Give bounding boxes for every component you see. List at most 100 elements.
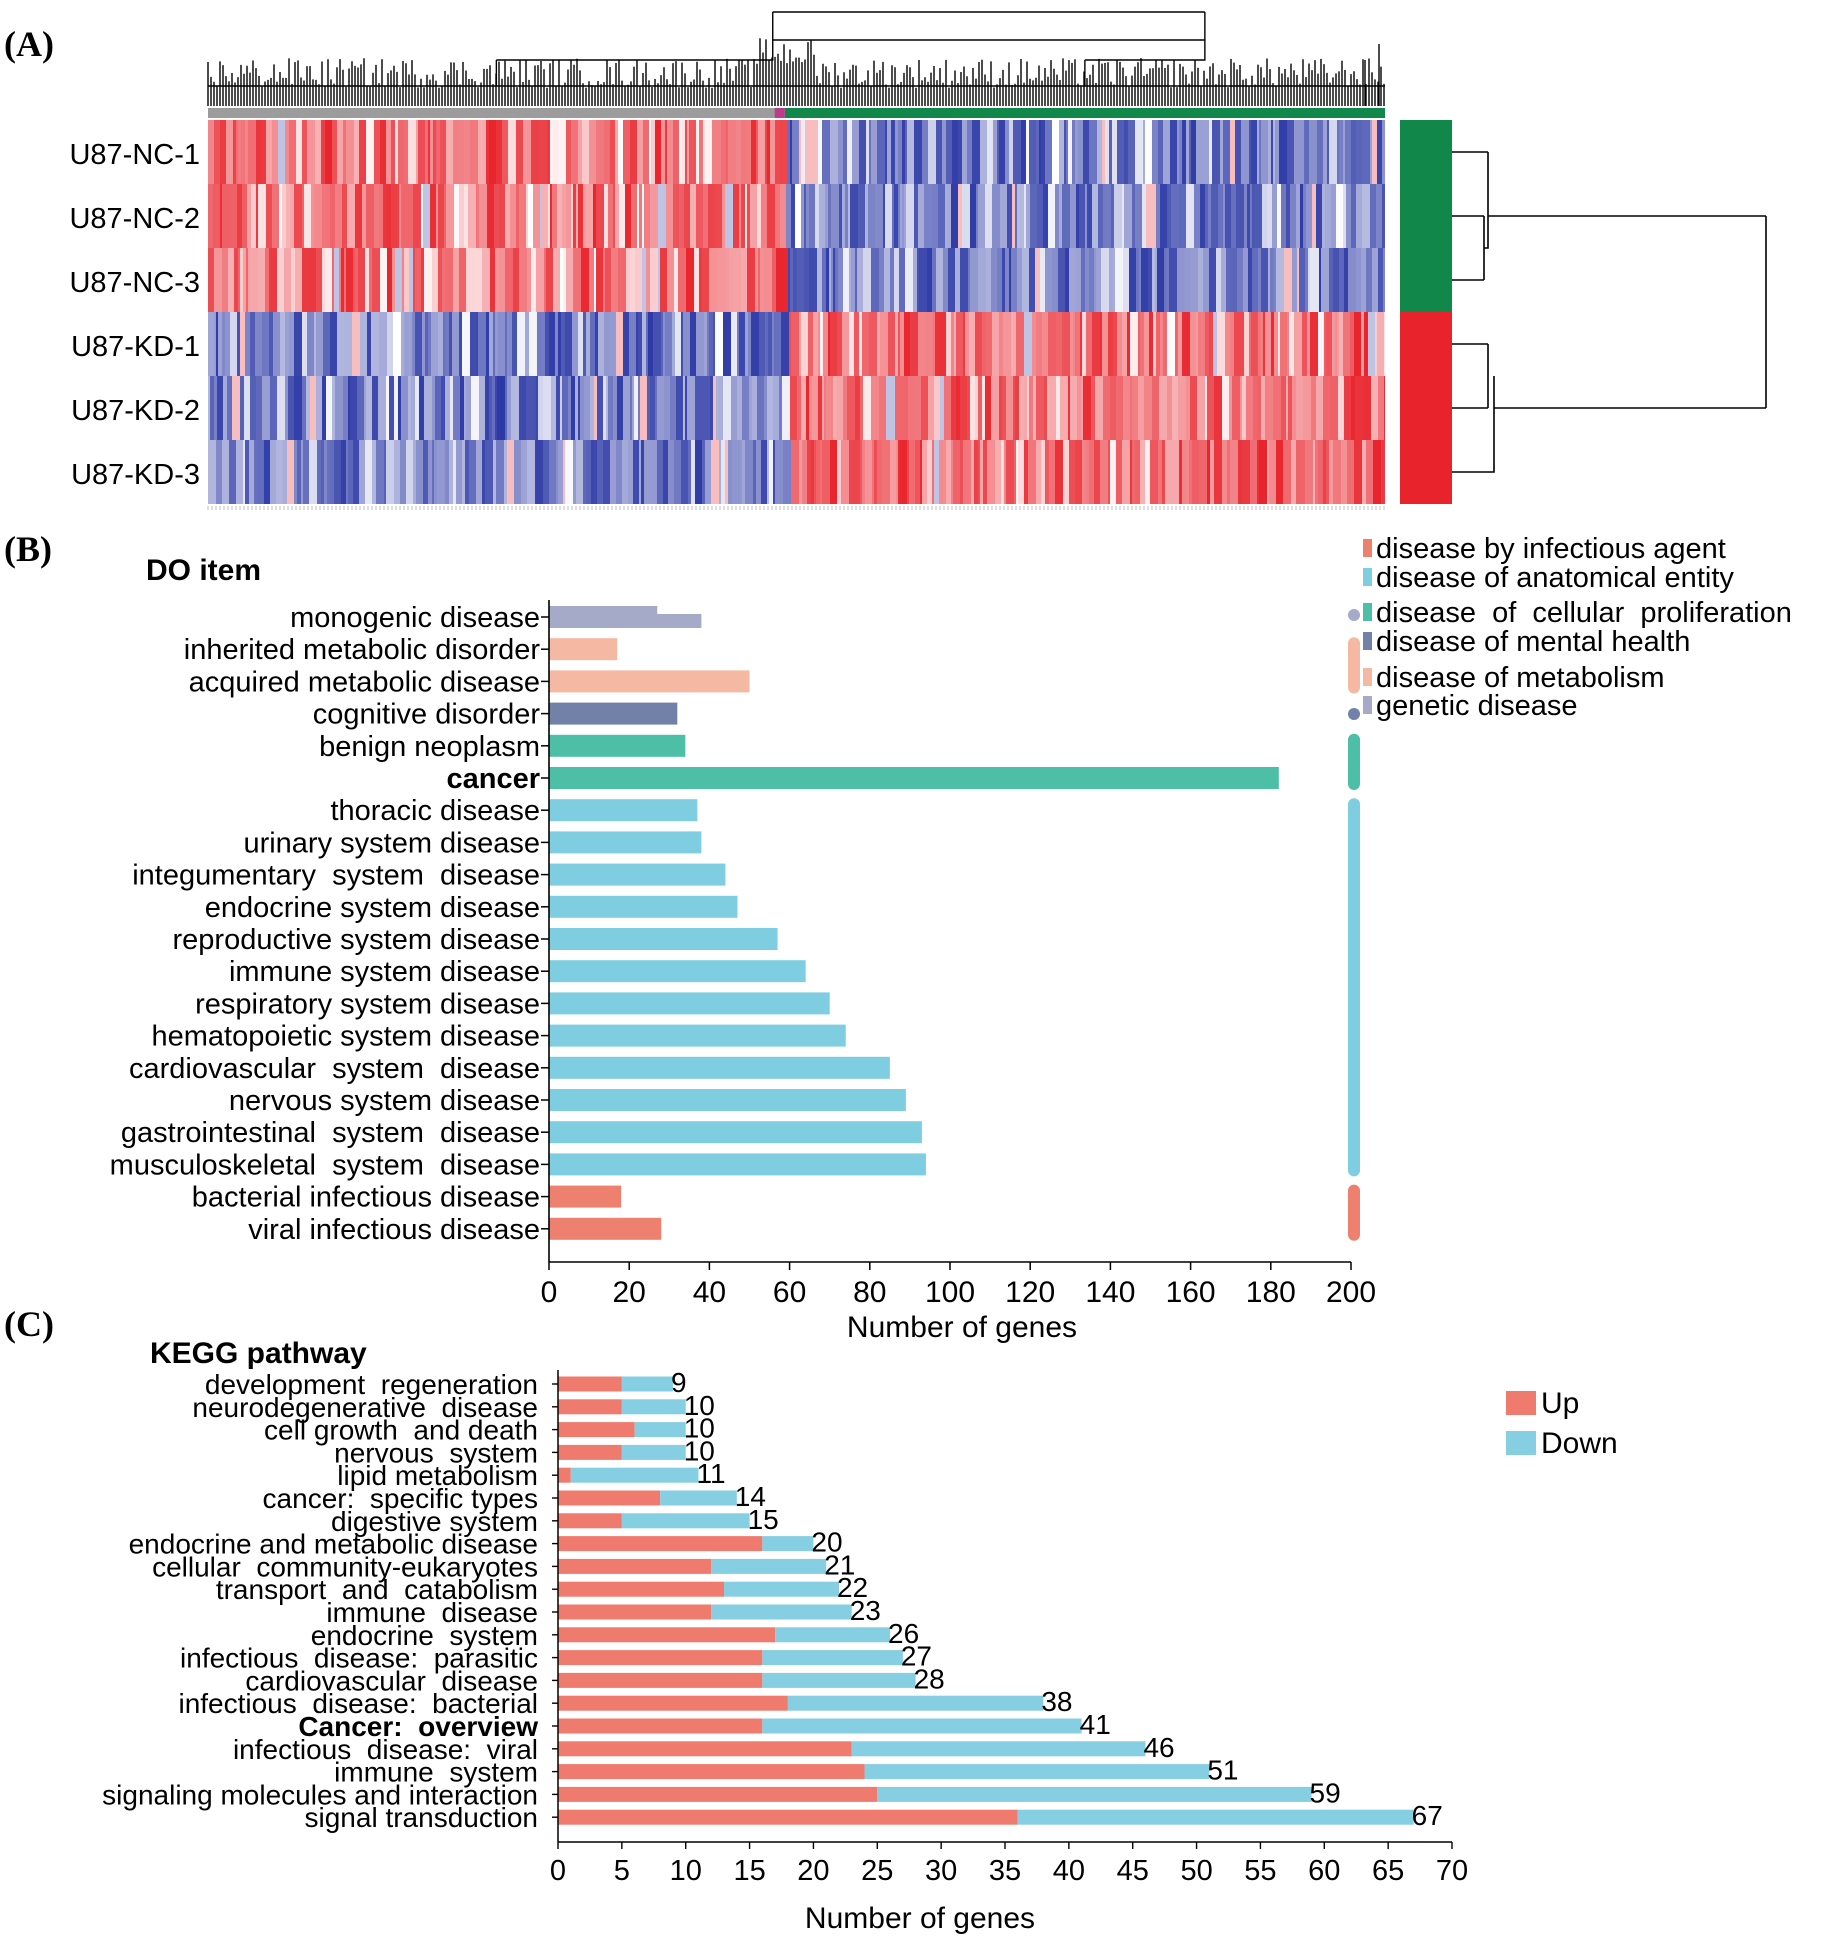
heatmap-cell <box>843 120 848 184</box>
kegg-category-label: immune system <box>334 1757 538 1788</box>
heatmap-cell <box>811 440 815 504</box>
heatmap-cell <box>1070 376 1078 440</box>
heatmap-cell <box>546 248 554 312</box>
heatmap-cell <box>690 312 697 376</box>
heatmap-cell <box>934 376 941 440</box>
kegg-category-label: nervous system <box>334 1437 538 1468</box>
heatmap-cell <box>978 376 983 440</box>
heatmap-cell <box>1306 184 1313 248</box>
heatmap-cell <box>1231 248 1238 312</box>
heatmap-cell <box>1205 312 1210 376</box>
heatmap-cell <box>770 120 776 184</box>
heatmap-cell <box>887 120 892 184</box>
heatmap-cell <box>780 184 787 248</box>
heatmap-cell <box>1075 248 1082 312</box>
heatmap-cell <box>214 248 223 312</box>
heatmap-cell <box>868 184 876 248</box>
heatmap-cell <box>1059 120 1065 184</box>
heatmap-cell <box>250 248 259 312</box>
kegg-bar-down <box>711 1604 852 1620</box>
panel-label-b: (B) <box>4 529 52 569</box>
heatmap-cell <box>1271 120 1274 184</box>
heatmap-cell <box>826 376 832 440</box>
kegg-bar-down <box>621 1399 686 1415</box>
do-bar <box>549 895 738 918</box>
heatmap-cell <box>914 120 923 184</box>
kegg-bar-down <box>724 1581 839 1597</box>
heatmap-cell <box>625 184 632 248</box>
heatmap-cell <box>1128 120 1136 184</box>
heatmap-cell <box>809 248 818 312</box>
heatmap-cell <box>424 248 433 312</box>
heatmap-cell <box>845 184 849 248</box>
heatmap-cell <box>963 440 972 504</box>
heatmap-cell <box>1164 248 1167 312</box>
heatmap-cell <box>548 184 551 248</box>
heatmap-cell <box>1013 120 1022 184</box>
heatmap-cell <box>512 312 518 376</box>
heatmap-cell <box>586 184 594 248</box>
heatmap-cell <box>758 248 761 312</box>
heatmap-cell <box>1292 376 1297 440</box>
heatmap-cell <box>406 440 414 504</box>
heatmap-cell <box>1212 248 1217 312</box>
heatmap-cell <box>490 248 496 312</box>
heatmap-cell <box>1351 376 1356 440</box>
heatmap-cell <box>849 248 852 312</box>
heatmap-cell <box>650 184 659 248</box>
kegg-x-tick-label: 50 <box>1180 1855 1212 1887</box>
heatmap-cell <box>1327 120 1330 184</box>
heatmap-cell <box>830 120 839 184</box>
heatmap-cell <box>1253 376 1258 440</box>
heatmap-row-label: U87-NC-1 <box>69 139 200 171</box>
heatmap-cell <box>596 184 605 248</box>
heatmap-cell <box>220 120 227 184</box>
heatmap-cell <box>626 248 631 312</box>
heatmap-cell <box>898 440 901 504</box>
heatmap-cell <box>1167 376 1173 440</box>
heatmap-cell <box>553 248 561 312</box>
heatmap-cell <box>1223 120 1231 184</box>
heatmap-cell <box>731 376 738 440</box>
heatmap-cell <box>1059 184 1063 248</box>
heatmap-cell <box>364 376 367 440</box>
heatmap-cell <box>689 120 697 184</box>
heatmap-cell <box>367 312 372 376</box>
heatmap-cell <box>1078 120 1084 184</box>
heatmap-cell <box>566 248 574 312</box>
heatmap-cell <box>332 376 336 440</box>
heatmap-cell <box>951 184 959 248</box>
heatmap-cell <box>216 312 219 376</box>
heatmap-cell <box>505 184 511 248</box>
heatmap-cell <box>679 184 685 248</box>
heatmap-cell <box>855 376 861 440</box>
heatmap-cell <box>498 312 506 376</box>
heatmap-cell <box>519 376 527 440</box>
do-legend-label: disease of metabolism <box>1376 662 1665 694</box>
heatmap-cell <box>478 120 487 184</box>
do-class-anatomical <box>1348 798 1360 1177</box>
heatmap-cell <box>583 184 587 248</box>
heatmap-cell <box>789 312 792 376</box>
heatmap-cell <box>1100 312 1103 376</box>
heatmap-cell <box>529 312 538 376</box>
heatmap-cell <box>1258 248 1262 312</box>
heatmap-cell <box>831 376 834 440</box>
heatmap-cell <box>1196 120 1204 184</box>
heatmap-cell <box>1343 312 1351 376</box>
kegg-bar-up <box>558 1490 661 1506</box>
heatmap-cell <box>986 312 993 376</box>
heatmap-cell <box>1209 120 1213 184</box>
heatmap-cell <box>1364 312 1369 376</box>
kegg-category-label: infectious disease: parasitic <box>180 1643 538 1674</box>
heatmap-cell <box>1068 120 1073 184</box>
heatmap-cell <box>573 440 577 504</box>
heatmap-cell <box>849 440 854 504</box>
heatmap-cell <box>812 376 819 440</box>
heatmap-cell <box>1017 184 1020 248</box>
heatmap-cell <box>733 248 742 312</box>
heatmap-cell <box>1004 440 1007 504</box>
kegg-total-label: 10 <box>684 1435 715 1466</box>
heatmap-cell <box>852 120 860 184</box>
heatmap-cell <box>1316 376 1324 440</box>
